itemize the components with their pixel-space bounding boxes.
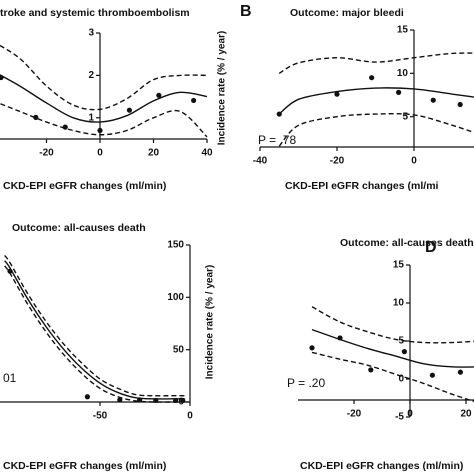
data-point	[62, 124, 68, 130]
data-point	[401, 349, 407, 355]
data-point	[309, 345, 315, 351]
y-tick-label: 3	[88, 28, 94, 39]
ci-line	[278, 112, 474, 147]
data-point	[180, 397, 186, 404]
x-tick-label: 0	[97, 148, 103, 159]
x-tick-label: 0	[187, 411, 193, 422]
fit-line	[0, 74, 208, 123]
y-tick-label: 1	[88, 112, 94, 123]
x-axis-label: CKD-EPI eGFR changes (ml/min)	[3, 180, 166, 192]
y-tick-label: 50	[173, 344, 185, 355]
y-tick-label: 2	[88, 70, 94, 81]
y-axis-label: Incidence rate (% / year)	[205, 265, 216, 380]
y-tick-label: 5	[398, 336, 404, 347]
data-point	[84, 394, 90, 400]
x-tick-label: 0	[411, 156, 417, 167]
x-axis-label: CKD-EPI eGFR changes (ml/min)	[3, 460, 166, 472]
ci-line	[0, 44, 208, 111]
ci-line	[0, 102, 208, 138]
data-point	[191, 97, 197, 104]
data-point	[368, 367, 374, 373]
y-tick-label: 10	[397, 68, 409, 79]
data-point	[97, 127, 103, 134]
y-tick-label: 10	[393, 298, 405, 309]
data-point	[33, 114, 39, 120]
data-point	[126, 107, 133, 113]
data-point	[153, 397, 159, 404]
x-axis-label: CKD-EPI eGFR changes (ml/mi	[285, 180, 439, 192]
y-tick-label: -5	[395, 412, 404, 423]
data-point	[429, 372, 435, 378]
fit-line	[4, 260, 185, 400]
data-point	[156, 92, 162, 98]
x-tick-label: -20	[39, 148, 54, 159]
fit-line	[311, 328, 474, 368]
ci-line	[311, 351, 474, 403]
data-point	[137, 397, 143, 403]
y-tick-label: 100	[167, 292, 184, 303]
p-value: P = .20	[287, 376, 325, 390]
panel-title: Outcome: all-causes death	[340, 237, 474, 249]
x-tick-label: 20	[148, 148, 160, 159]
data-point	[117, 397, 123, 403]
data-point	[334, 91, 340, 97]
x-tick-label: 20	[460, 409, 472, 420]
panel-title: troke and systemic thromboembolism	[0, 7, 190, 19]
data-point	[396, 89, 402, 95]
y-axis-label: Incidence rate (% / year)	[217, 31, 228, 146]
p-value: 01	[3, 371, 17, 385]
data-point	[7, 268, 13, 274]
y-tick-label: 15	[393, 260, 405, 271]
ci-line	[4, 265, 185, 403]
panel-label: D	[425, 239, 437, 256]
data-point	[457, 369, 463, 375]
ci-line	[278, 52, 474, 74]
y-tick-label: 150	[167, 240, 184, 251]
x-tick-label: -50	[93, 411, 108, 422]
data-point	[0, 74, 4, 81]
x-tick-label: 40	[201, 148, 213, 159]
panel-label: B	[240, 3, 252, 20]
x-tick-label: -40	[253, 156, 268, 167]
x-tick-label: -20	[347, 409, 362, 420]
ci-line	[311, 306, 474, 344]
data-point	[430, 97, 436, 103]
p-value: P = .78	[258, 133, 296, 147]
fit-line	[278, 87, 474, 115]
y-tick-label: 5	[402, 111, 408, 122]
data-point	[276, 111, 282, 117]
x-axis-label: CKD-EPI eGFR changes (ml/min)	[300, 460, 463, 472]
x-tick-label: -20	[330, 156, 345, 167]
y-tick-label: 0	[398, 374, 404, 385]
x-tick-label: 0	[407, 409, 413, 420]
data-point	[173, 397, 179, 404]
y-tick-label: 15	[397, 25, 409, 36]
data-point	[337, 335, 343, 341]
ci-line	[4, 255, 185, 397]
panel: 1 2 3 -20 0 20 40 troke and systemic thromboemb…	[0, 7, 213, 192]
data-point	[457, 101, 463, 108]
panel-title: Outcome: major bleedi	[290, 7, 404, 19]
data-point	[369, 75, 375, 81]
panel-title: Outcome: all-causes death	[12, 222, 146, 234]
